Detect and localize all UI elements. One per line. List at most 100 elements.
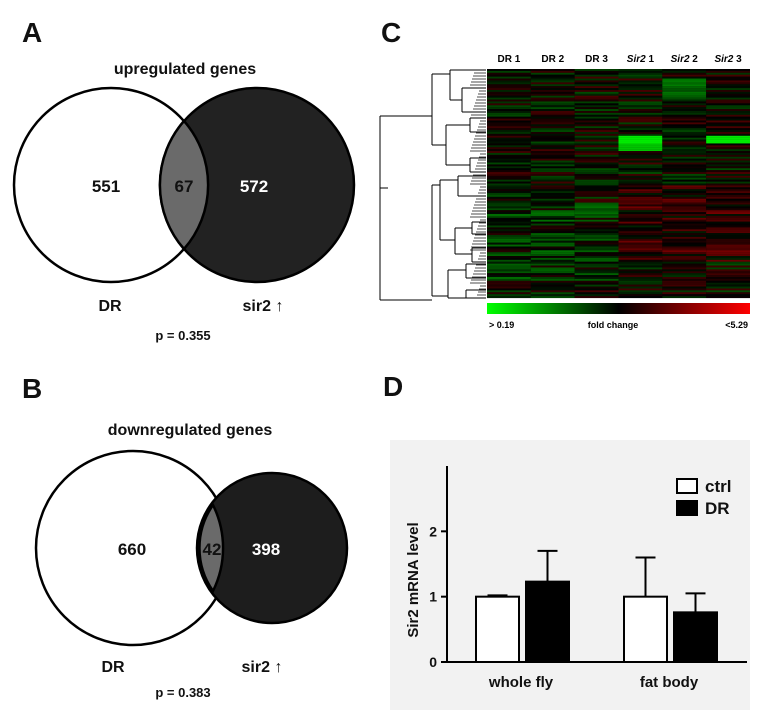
heatmap-cell (662, 173, 707, 176)
heatmap-cell (574, 109, 619, 112)
heatmap-cell (706, 278, 750, 281)
heatmap-cell (487, 202, 531, 205)
heatmap-cell (706, 252, 750, 255)
heatmap-cell (662, 69, 707, 72)
heatmap-cell (706, 194, 750, 197)
heatmap-cell (618, 282, 663, 285)
heatmap-cell (574, 240, 619, 243)
heatmap-cell (530, 95, 575, 98)
heatmap-cell (662, 278, 707, 281)
heatmap-cell (530, 236, 575, 239)
heatmap-cell (530, 244, 575, 247)
heatmap-cell (706, 219, 750, 222)
heatmap-cell (662, 181, 707, 184)
heatmap-cell (662, 177, 707, 180)
heatmap-cell (574, 126, 619, 129)
heatmap-cell (662, 233, 707, 236)
heatmap-cell (706, 158, 750, 161)
heatmap-cell (706, 166, 750, 169)
heatmap-cell (530, 217, 575, 220)
heatmap-cell (706, 259, 750, 262)
y-tick-label: 2 (429, 523, 437, 539)
heatmap-cell (618, 118, 663, 121)
heatmap-cell (530, 88, 575, 91)
heatmap-cell (487, 236, 531, 239)
heatmap-cell (530, 154, 575, 157)
heatmap-cell (487, 97, 531, 100)
heatmap-cell (530, 278, 575, 281)
heatmap-cell (530, 82, 575, 85)
heatmap-cell (574, 128, 619, 131)
heatmap-cell (487, 240, 531, 243)
heatmap-cell (706, 292, 750, 295)
heatmap-cell (662, 242, 707, 245)
heatmap-cell (662, 141, 707, 144)
heatmap-cell (530, 76, 575, 79)
heatmap-cell (487, 147, 531, 150)
heatmap-column-label: Sir2 3 (714, 54, 742, 65)
heatmap-cell (530, 158, 575, 161)
heatmap-cell (574, 177, 619, 180)
heatmap-cell (706, 221, 750, 224)
heatmap-cell (487, 107, 531, 110)
heatmap-cell (530, 248, 575, 251)
heatmap-cell (706, 99, 750, 102)
heatmap-cell (530, 120, 575, 123)
venn-b-overlap (198, 502, 225, 594)
heatmap-cell (618, 252, 663, 255)
heatmap-cell (487, 242, 531, 245)
heatmap-cell (530, 219, 575, 222)
heatmap-cell (618, 193, 663, 196)
heatmap-column-labels: DR 1 DR 2 DR 3 Sir2 1 Sir2 2 Sir2 3 (498, 54, 743, 65)
heatmap-cell (662, 236, 707, 239)
heatmap-cell (618, 135, 663, 138)
heatmap-cell (662, 164, 707, 167)
heatmap-cell (574, 256, 619, 259)
heatmap-cell (530, 214, 575, 217)
heatmap-cell (662, 284, 707, 287)
heatmap-cell (618, 296, 663, 299)
heatmap-cell (574, 212, 619, 215)
heatmap-cell (574, 145, 619, 148)
heatmap-cell (574, 122, 619, 125)
heatmap-cell (706, 97, 750, 100)
x-tick-label: fat body (640, 674, 699, 691)
heatmap-column-label: DR 2 (541, 54, 564, 65)
heatmap-cell (574, 257, 619, 260)
heatmap-cell (487, 265, 531, 268)
heatmap-cell (662, 194, 707, 197)
heatmap-cell (574, 259, 619, 262)
heatmap-cell (487, 292, 531, 295)
heatmap-cell (530, 235, 575, 238)
heatmap-cell (487, 137, 531, 140)
heatmap-cell (618, 196, 663, 199)
heatmap-cell (487, 235, 531, 238)
heatmap-cell (530, 93, 575, 96)
heatmap-cell (574, 141, 619, 144)
heatmap-cell (530, 112, 575, 115)
heatmap-cell (706, 154, 750, 157)
heatmap-cell (574, 154, 619, 157)
heatmap-cell (662, 202, 707, 205)
heatmap-cell (487, 164, 531, 167)
heatmap-cell (530, 280, 575, 283)
heatmap-cell (530, 183, 575, 186)
heatmap-cell (618, 189, 663, 192)
heatmap-cell (574, 282, 619, 285)
heatmap-cell (662, 294, 707, 297)
heatmap-cell (618, 191, 663, 194)
heatmap-cell (706, 181, 750, 184)
heatmap-cell (487, 294, 531, 297)
heatmap-cell (706, 256, 750, 259)
heatmap-cell (706, 208, 750, 211)
heatmap-cell (618, 141, 663, 144)
heatmap-cell (706, 204, 750, 207)
heatmap-cell (530, 164, 575, 167)
heatmap-cell (706, 86, 750, 89)
heatmap-cell (618, 181, 663, 184)
heatmap-cell (530, 233, 575, 236)
heatmap-cell (487, 233, 531, 236)
heatmap-cell (662, 124, 707, 127)
heatmap-cell (618, 187, 663, 190)
heatmap-column-label: Sir2 1 (627, 54, 655, 65)
